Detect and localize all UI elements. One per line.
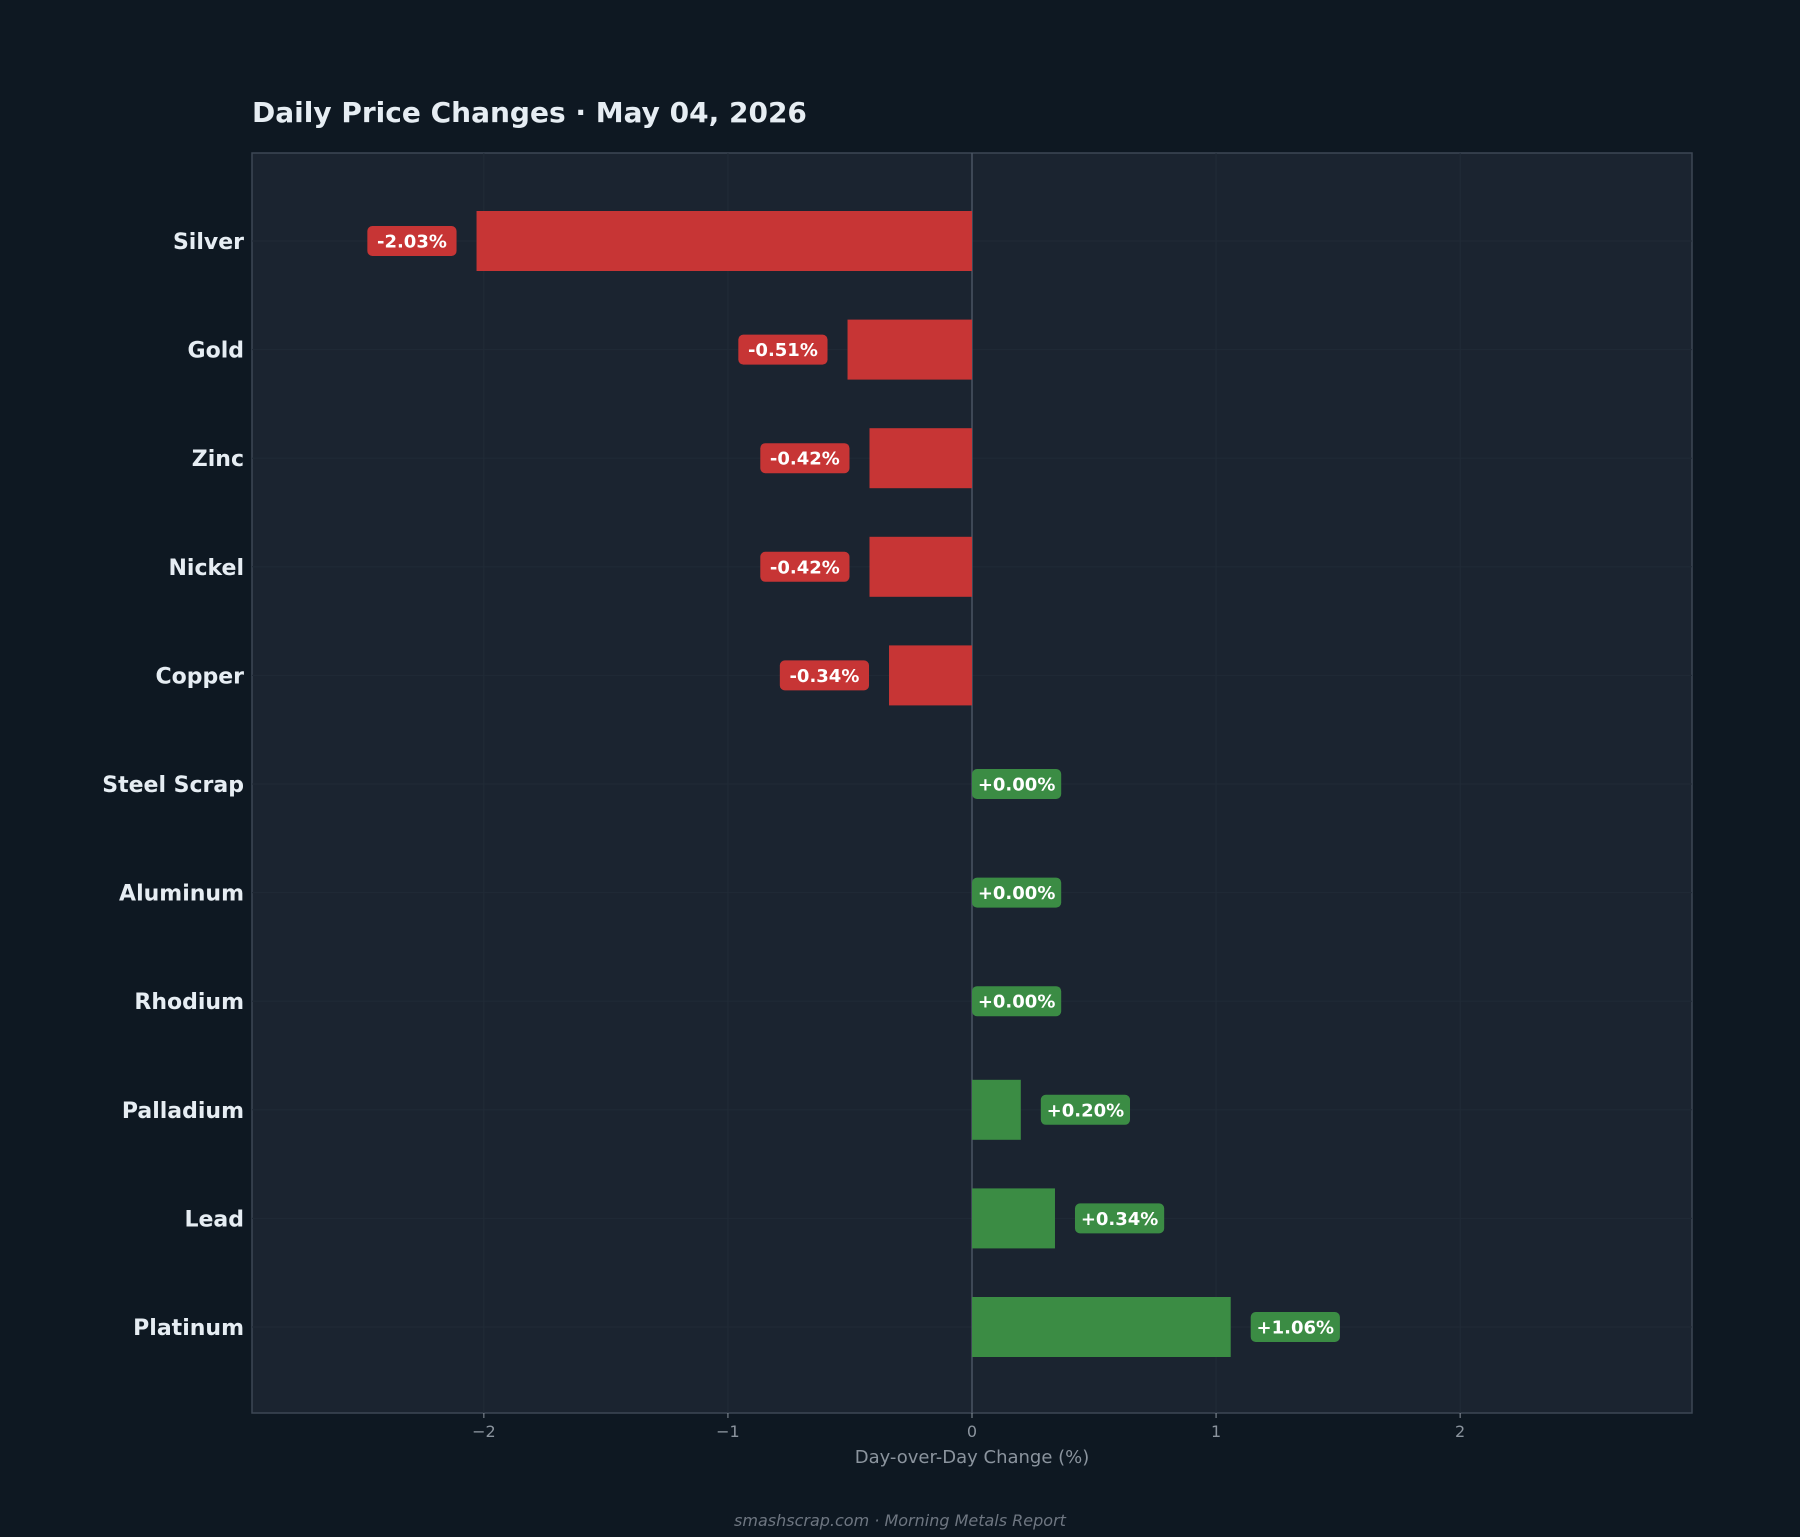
- value-label-pill: [1250, 1312, 1340, 1342]
- category-label-copper: Copper: [155, 664, 244, 689]
- value-label-pill: [760, 551, 850, 582]
- value-label-zinc: -0.42%: [760, 443, 850, 474]
- bar-gold: [847, 319, 972, 380]
- bar-copper: [889, 645, 972, 706]
- value-label-pill: [972, 986, 1062, 1017]
- value-label-pill: [972, 877, 1062, 908]
- value-label-pill: [779, 660, 870, 691]
- chart-title: Daily Price Changes · May 04, 2026: [252, 96, 807, 129]
- value-label-text: +0.00%: [978, 775, 1056, 796]
- value-label-text: -0.51%: [748, 340, 818, 361]
- value-label-pill: [1040, 1094, 1131, 1125]
- value-label-silver: -2.03%: [367, 226, 457, 256]
- category-label-lead: Lead: [184, 1207, 244, 1232]
- x-tick-label: −2: [472, 1422, 496, 1441]
- x-ticks-group: −2 −1 0 1 2: [472, 1413, 1465, 1441]
- value-label-text: -0.42%: [770, 449, 840, 470]
- category-label-gold: Gold: [188, 339, 244, 364]
- bar-zinc: [869, 428, 972, 489]
- value-label-text: +0.20%: [1047, 1100, 1125, 1121]
- category-label-rhodium: Rhodium: [134, 990, 244, 1015]
- category-label-platinum: Platinum: [133, 1316, 244, 1341]
- value-label-palladium: +0.20%: [1040, 1094, 1131, 1125]
- value-label-nickel: -0.42%: [760, 551, 850, 582]
- value-label-text: +0.34%: [1081, 1209, 1159, 1230]
- bar-nickel: [869, 536, 972, 597]
- category-label-silver: Silver: [173, 230, 244, 255]
- value-label-text: +1.06%: [1257, 1318, 1335, 1339]
- x-tick-label: 2: [1455, 1422, 1465, 1441]
- value-label-pill: [367, 226, 457, 256]
- category-label-aluminum: Aluminum: [119, 882, 244, 907]
- value-label-pill: [972, 769, 1062, 799]
- bar-palladium: [972, 1079, 1021, 1140]
- value-label-pill: [738, 334, 828, 365]
- value-label-text: -0.34%: [789, 666, 859, 687]
- value-label-steel-scrap: +0.00%: [972, 769, 1062, 799]
- value-label-gold: -0.51%: [738, 334, 828, 365]
- value-label-copper: -0.34%: [779, 660, 870, 691]
- category-label-steel-scrap: Steel Scrap: [102, 773, 244, 798]
- value-label-platinum: +1.06%: [1250, 1312, 1340, 1342]
- value-label-aluminum: +0.00%: [972, 877, 1062, 908]
- category-label-zinc: Zinc: [192, 447, 244, 472]
- bar-silver: [476, 211, 972, 271]
- x-tick-label: −1: [716, 1422, 740, 1441]
- value-label-pill: [760, 443, 850, 474]
- x-tick-label: 1: [1211, 1422, 1221, 1441]
- category-labels-group: Silver Gold Zinc Nickel Copper Steel Scrap Alu…: [102, 230, 244, 1341]
- value-label-pill: [1074, 1203, 1165, 1234]
- value-label-text: -2.03%: [377, 232, 447, 253]
- bars-group: [476, 211, 1231, 1357]
- bar-lead: [972, 1188, 1055, 1249]
- value-label-lead: +0.34%: [1074, 1203, 1165, 1234]
- x-tick-label: 0: [967, 1422, 977, 1441]
- category-label-nickel: Nickel: [169, 556, 245, 581]
- category-label-palladium: Palladium: [122, 1099, 244, 1124]
- value-labels-group: -2.03% -0.51% -0.42% -0.42% -0.34% +0.00% +0.0…: [367, 226, 1340, 1342]
- value-label-rhodium: +0.00%: [972, 986, 1062, 1017]
- bar-platinum: [972, 1297, 1231, 1357]
- footer-credit: smashscrap.com · Morning Metals Report: [734, 1511, 1067, 1530]
- x-axis-label: Day-over-Day Change (%): [855, 1447, 1090, 1468]
- value-label-text: +0.00%: [978, 883, 1056, 904]
- value-label-text: -0.42%: [770, 557, 840, 578]
- value-label-text: +0.00%: [978, 992, 1056, 1013]
